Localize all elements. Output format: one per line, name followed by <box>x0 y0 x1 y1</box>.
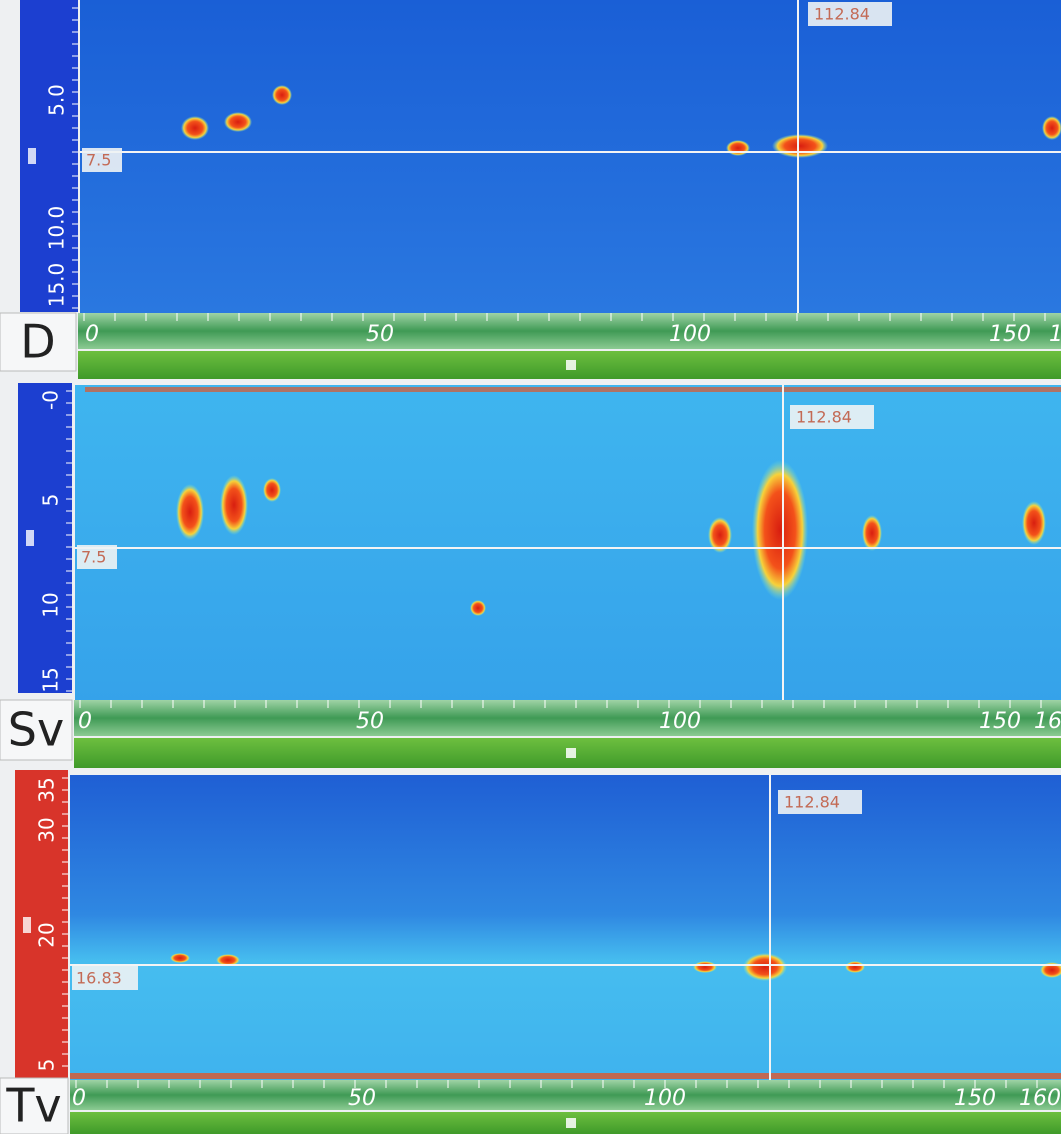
x-tick-label: 0 <box>72 1086 86 1111</box>
heatmap <box>70 775 1061 1085</box>
defect-indication <box>1040 962 1061 978</box>
heatmap <box>75 385 1061 705</box>
defect-indication <box>845 961 865 973</box>
x-tick-label: 150 <box>989 322 1031 347</box>
defect-indication <box>1022 501 1046 545</box>
cursor-y-box <box>72 966 138 990</box>
defect-indication <box>708 517 732 553</box>
y-tick-label: 20 <box>35 922 59 947</box>
y-tick-label: -0 <box>39 390 63 410</box>
cursor-y-box <box>77 545 117 569</box>
defect-indication <box>181 116 209 140</box>
y-tick-label: 5 <box>35 1059 59 1072</box>
x-tick-label: 100 <box>659 709 701 734</box>
defect-indication <box>470 600 486 616</box>
back-wall-echo <box>70 1073 1061 1079</box>
y-tick-label: 10.0 <box>45 206 69 251</box>
defect-indication <box>170 953 190 963</box>
x-tick-label: 100 <box>669 322 711 347</box>
x-tick-label: 150 <box>954 1086 996 1111</box>
defect-indication <box>220 475 248 535</box>
heatmap <box>80 0 1061 315</box>
panel-label-box <box>0 312 77 372</box>
scroll-thumb <box>566 360 576 370</box>
front-wall-echo <box>85 387 1061 392</box>
defect-indication <box>693 961 717 973</box>
panel-label-box <box>0 699 73 761</box>
defect-indication <box>176 484 204 540</box>
defect-indication <box>263 478 281 502</box>
y-tick-label: 10 <box>39 592 63 617</box>
x-tick-label: 150 <box>979 709 1021 734</box>
y-tick-label: 15 <box>39 667 63 692</box>
x-tick-label: 0 <box>85 322 99 347</box>
y-tick-label: 35 <box>35 777 59 802</box>
defect-indication <box>272 85 292 105</box>
x-tick-label: 16 <box>1034 709 1061 734</box>
panel-label-box <box>0 1077 69 1134</box>
y-tick-label: 30 <box>35 817 59 842</box>
cursor-x-box <box>790 405 874 429</box>
defect-indication <box>772 134 828 158</box>
y-tick-label: 5.0 <box>45 84 69 116</box>
x-tick-label: 50 <box>356 709 384 734</box>
panel-label: Sv <box>8 703 64 757</box>
defect-indication <box>743 953 787 981</box>
x-tick-label: 160 <box>1019 1086 1061 1111</box>
position-ruler <box>78 313 1061 349</box>
panel-label: D <box>20 315 55 369</box>
scrollbar[interactable] <box>70 1112 1061 1134</box>
x-tick-label: 50 <box>366 322 394 347</box>
scroll-thumb-v <box>28 148 36 164</box>
scroll-thumb <box>566 1118 576 1128</box>
defect-indication <box>216 954 240 966</box>
x-tick-label: 1 <box>1049 322 1061 347</box>
cursor-x-label: 112.84 <box>784 793 840 812</box>
cursor-y-box <box>82 148 122 172</box>
y-tick-label: 5 <box>39 494 63 507</box>
panel-label: Tv <box>5 1079 61 1133</box>
defect-indication <box>1042 116 1061 140</box>
y-tick-label: 15.0 <box>45 263 69 308</box>
x-tick-label: 100 <box>644 1086 686 1111</box>
cursor-y-label: 16.83 <box>76 969 122 988</box>
panel: 112.84 7.5 5.0 10.0 15.0 0 50 100 150 1 D <box>0 0 1061 379</box>
scroll-thumb <box>566 748 576 758</box>
defect-indication <box>752 460 808 600</box>
scroll-thumb-v <box>23 917 31 933</box>
defect-indication <box>726 140 750 156</box>
cursor-x-box <box>778 790 862 814</box>
defect-indication <box>862 515 882 551</box>
position-ruler <box>70 1080 1061 1110</box>
cursor-x-box <box>808 2 892 26</box>
cursor-y-label: 7.5 <box>86 151 111 170</box>
cursor-y-label: 7.5 <box>81 548 106 567</box>
x-tick-label: 0 <box>78 709 92 734</box>
cursor-x-label: 112.84 <box>796 408 852 427</box>
x-tick-label: 50 <box>348 1086 376 1111</box>
cursor-x-label: 112.84 <box>814 5 870 24</box>
scroll-thumb-v <box>26 530 34 546</box>
defect-indication <box>224 112 252 132</box>
position-ruler <box>74 700 1061 736</box>
